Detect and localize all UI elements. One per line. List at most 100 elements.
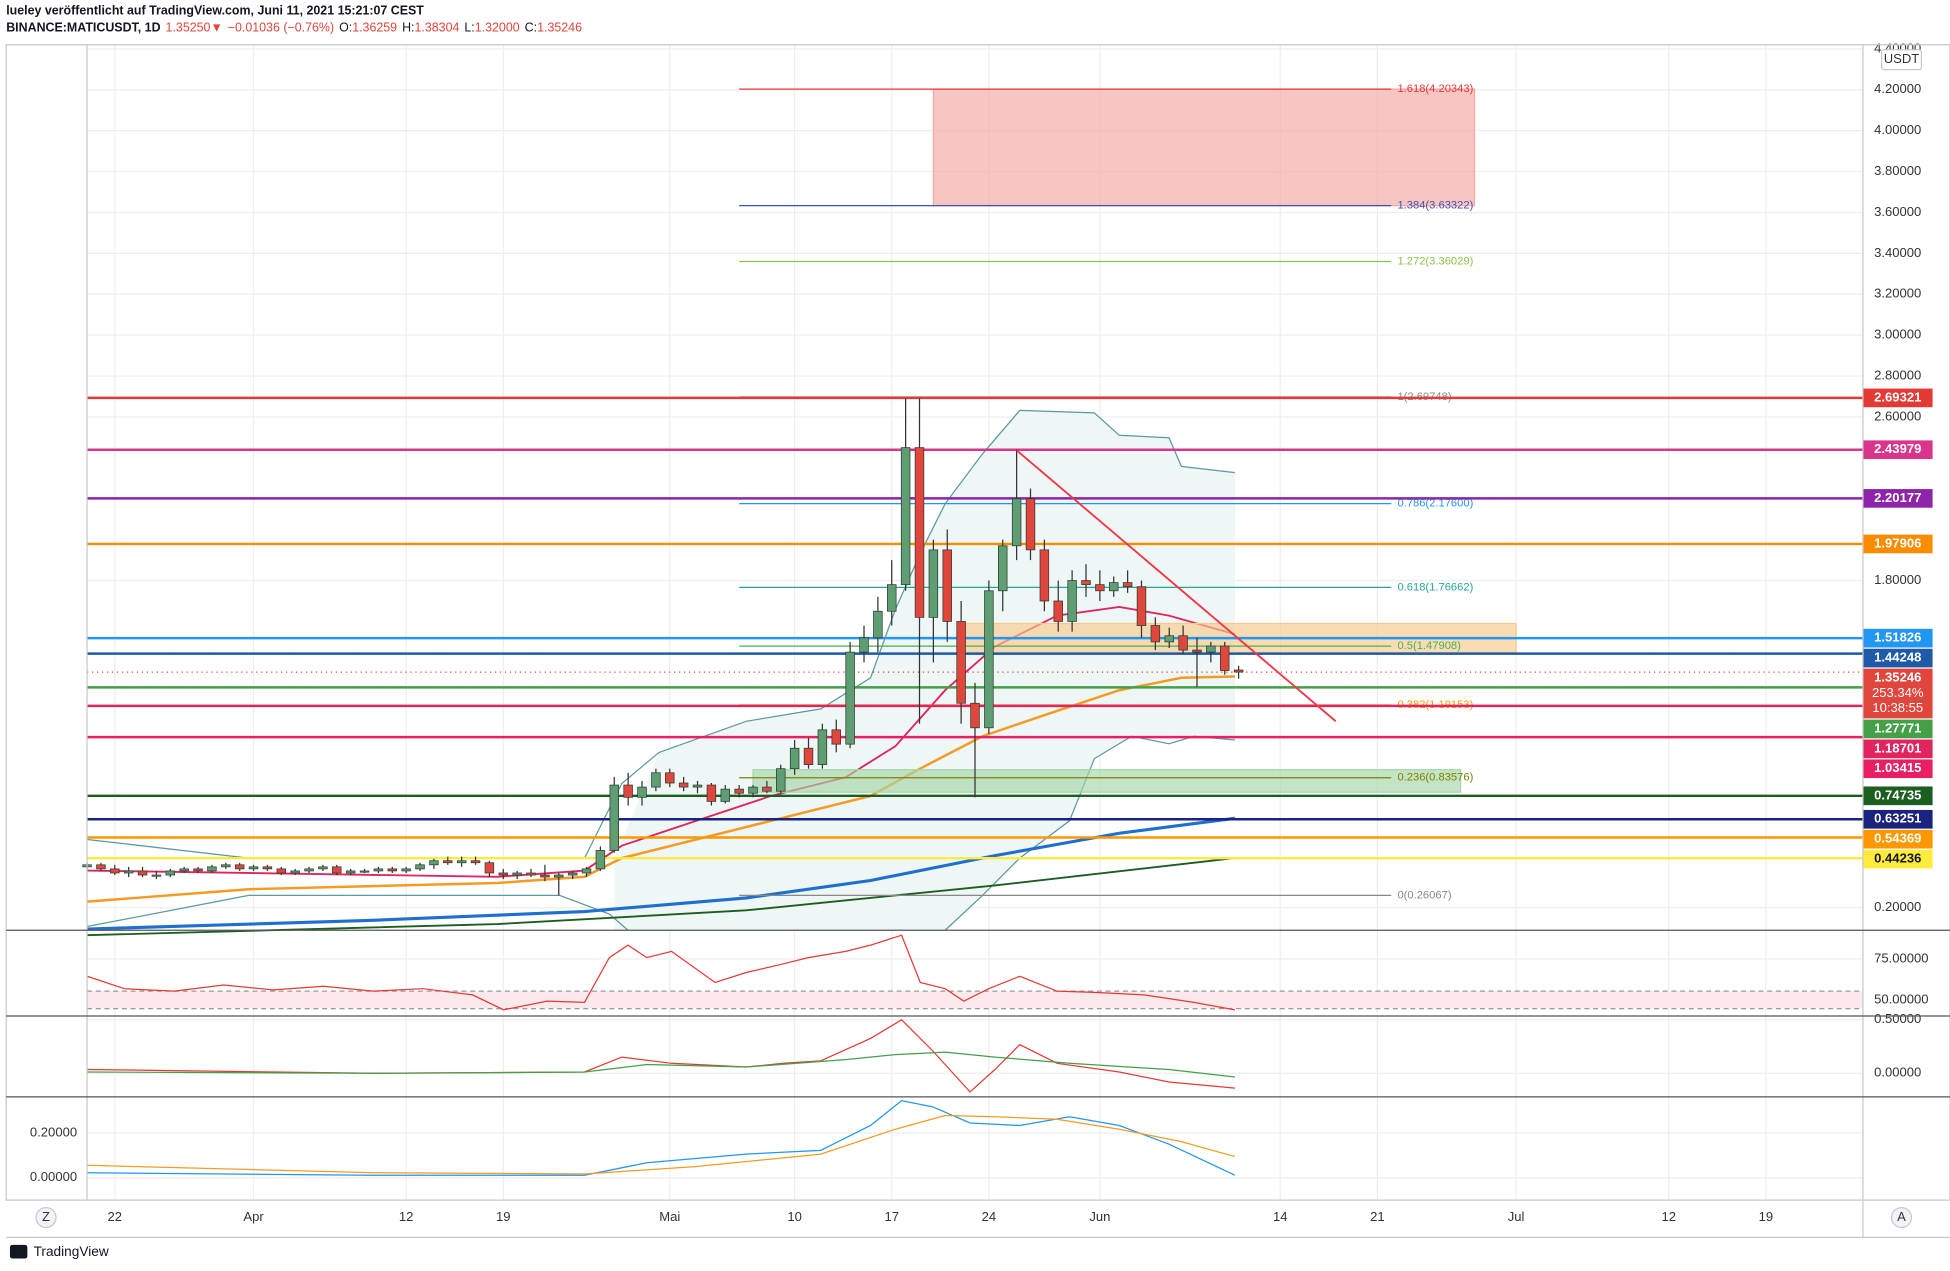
candle-body: [359, 870, 370, 873]
y-tick-label: 1.80000: [1874, 572, 1921, 587]
ema-pink: [87, 605, 1236, 878]
x-tick-label: Mai: [659, 1209, 680, 1224]
low-label: L:: [464, 21, 474, 35]
level-label: 0.54369: [1874, 831, 1921, 846]
pane-tick-label: 0.50000: [1874, 1011, 1921, 1026]
macd-line: [87, 1018, 1235, 1093]
level-badge: [1862, 388, 1933, 408]
candle-body: [1067, 580, 1077, 622]
candle-body: [290, 870, 300, 874]
x-tick-label: Jun: [1089, 1209, 1110, 1224]
pane-tick-label: 0.20000: [30, 1124, 77, 1139]
candle-body: [498, 872, 509, 876]
candle-body: [998, 545, 1008, 592]
rsi-line: [86, 934, 1236, 1011]
candle-body: [956, 621, 966, 704]
y-tick-label: 3.20000: [1874, 286, 1921, 301]
y-tick-label: 3.60000: [1874, 204, 1921, 219]
level-label: 1.18701: [1874, 740, 1921, 755]
ema-orange: [86, 675, 1235, 903]
candle-body: [567, 872, 578, 876]
level-badge: [1862, 829, 1933, 849]
frame: USDT Z A TradingView: [5, 44, 1950, 1259]
x-tick-label: 12: [1661, 1209, 1676, 1224]
candle-body: [637, 786, 647, 798]
candle-body: [928, 549, 939, 618]
candle-body: [581, 868, 592, 874]
candle-body: [1053, 600, 1063, 622]
fib-label: 0(0.26067): [1397, 889, 1451, 901]
candle-body: [151, 874, 162, 877]
candle-body: [706, 784, 717, 802]
candle-body: [887, 584, 897, 612]
candle-body: [984, 590, 994, 729]
candle-body: [1206, 645, 1216, 653]
candle-body: [429, 860, 439, 866]
auto-scale-button[interactable]: [1890, 1206, 1913, 1229]
candle-body: [692, 784, 703, 788]
pane-tick-label: 0.00000: [30, 1169, 77, 1184]
candle-body: [1039, 549, 1050, 602]
timezone-label[interactable]: Z: [42, 1209, 50, 1224]
candle-body: [401, 868, 411, 872]
countdown-label: 10:38:55: [1872, 700, 1923, 715]
candle-body: [123, 870, 134, 874]
candle-body: [748, 786, 758, 794]
candle-body: [526, 872, 536, 876]
candle-body: [304, 868, 314, 872]
candle-body: [970, 702, 980, 729]
level-badge: [1862, 739, 1933, 759]
timezone-button[interactable]: [35, 1206, 57, 1229]
candle-body: [332, 866, 342, 874]
candle-body: [207, 866, 217, 872]
candle-body: [484, 862, 495, 874]
candle-body: [470, 860, 481, 864]
candle-body: [262, 866, 273, 870]
candle-body: [803, 747, 814, 765]
candle-body: [373, 868, 384, 872]
candle-body: [165, 870, 176, 876]
candle-body: [443, 860, 453, 864]
candle-body: [234, 864, 245, 870]
candle-body: [1178, 635, 1188, 651]
candle-body: [942, 549, 952, 622]
candle-body: [1136, 586, 1147, 626]
x-tick-label: 19: [1759, 1209, 1774, 1224]
candle-body: [415, 864, 425, 870]
level-badge: [1862, 648, 1933, 668]
level-badge: [1862, 786, 1933, 806]
fib-label: 0.5(1.47908): [1397, 640, 1461, 652]
candle-body: [1233, 669, 1244, 673]
candle-body: [1011, 498, 1022, 547]
y-tick-label: 3.40000: [1874, 245, 1921, 260]
candle-body: [734, 788, 744, 794]
close-value: 1.35246: [537, 21, 582, 35]
x-tick-label: Apr: [243, 1209, 264, 1224]
fib-label: 1.618(4.20343): [1397, 83, 1473, 95]
y-tick-label: 3.80000: [1874, 163, 1921, 178]
y-tick-label: 4.00000: [1874, 122, 1921, 137]
candle-body: [1220, 645, 1230, 671]
brand: TradingView: [34, 1244, 109, 1259]
zone: [752, 769, 1462, 793]
candle-body: [387, 868, 398, 872]
close-label: C:: [525, 21, 537, 35]
candle-body: [623, 784, 633, 798]
candle-body: [1122, 582, 1133, 588]
indicator-layer: [86, 409, 1863, 1176]
zone: [932, 88, 1476, 207]
auto-scale-label[interactable]: A: [1897, 1209, 1906, 1224]
level-badge: [1862, 759, 1933, 779]
candle-body: [1164, 635, 1174, 643]
candle-body: [179, 868, 189, 872]
candle-body: [221, 864, 231, 868]
oscillator-fast: [87, 1099, 1236, 1176]
level-label: 2.43979: [1874, 441, 1921, 456]
change: −0.01036 (−0.76%): [228, 21, 334, 35]
grid-layer: 22 Apr 12 19 Mai 10 17 24 Jun 14 21 Jul 12 194.400004…: [30, 40, 1929, 1224]
candle-body: [859, 637, 869, 653]
candle-body: [137, 870, 148, 876]
candle-body: [1095, 584, 1105, 592]
candle-body: [1192, 649, 1202, 653]
